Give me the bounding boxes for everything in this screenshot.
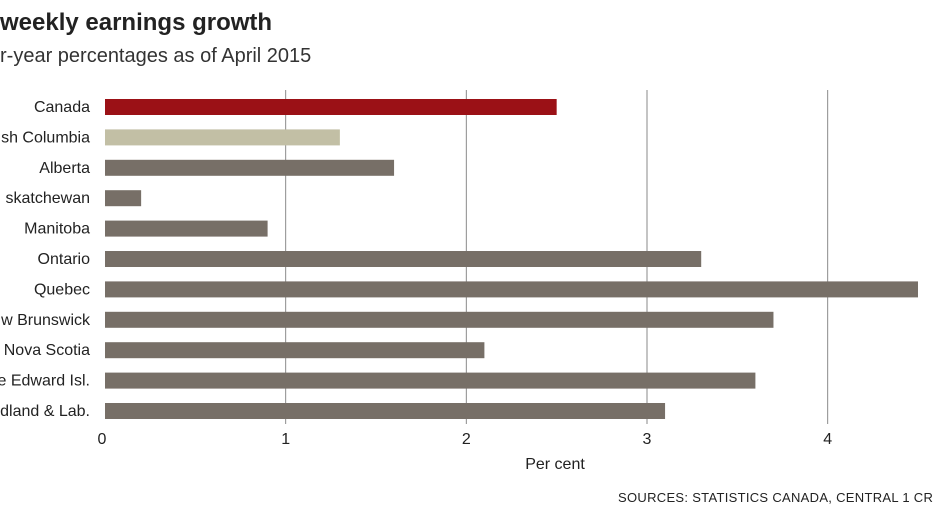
category-label: dland & Lab. xyxy=(0,403,90,420)
chart-subtitle: r-year percentages as of April 2015 xyxy=(0,45,311,67)
category-label: w Brunswick xyxy=(0,312,91,329)
category-label: Alberta xyxy=(39,160,90,177)
category-label: e Edward Isl. xyxy=(0,373,90,390)
category-label: skatchewan xyxy=(6,190,91,207)
bar xyxy=(105,220,268,237)
x-tick-label: 4 xyxy=(823,431,832,448)
chart-title: weekly earnings growth xyxy=(0,9,272,36)
category-labels: Canada sh Columbia Alberta skatchewan Manito… xyxy=(0,99,91,420)
bar xyxy=(105,342,485,359)
category-label: sh Columbia xyxy=(1,129,90,146)
x-axis-title: Per cent xyxy=(525,456,585,473)
bar xyxy=(105,129,340,146)
bar xyxy=(105,159,395,176)
category-label: Ontario xyxy=(38,251,91,268)
x-tick-label: 1 xyxy=(281,431,290,448)
category-label: Manitoba xyxy=(24,221,90,238)
bar xyxy=(105,190,142,207)
category-label: Canada xyxy=(34,99,90,116)
x-tick-label: 0 xyxy=(98,431,107,448)
x-tick-labels: 0 1 2 3 4 xyxy=(98,431,833,448)
bar xyxy=(105,311,774,328)
bars xyxy=(105,99,918,419)
bar xyxy=(105,251,702,267)
bar xyxy=(105,281,918,298)
source-note: SOURCES: STATISTICS CANADA, CENTRAL 1 CR xyxy=(618,490,933,505)
x-tick-label: 2 xyxy=(462,431,471,448)
bar xyxy=(105,372,756,389)
bar xyxy=(105,99,557,115)
bar xyxy=(105,403,666,419)
x-tick-label: 3 xyxy=(643,431,652,448)
category-label: Nova Scotia xyxy=(4,342,90,359)
category-label: Quebec xyxy=(34,281,90,298)
